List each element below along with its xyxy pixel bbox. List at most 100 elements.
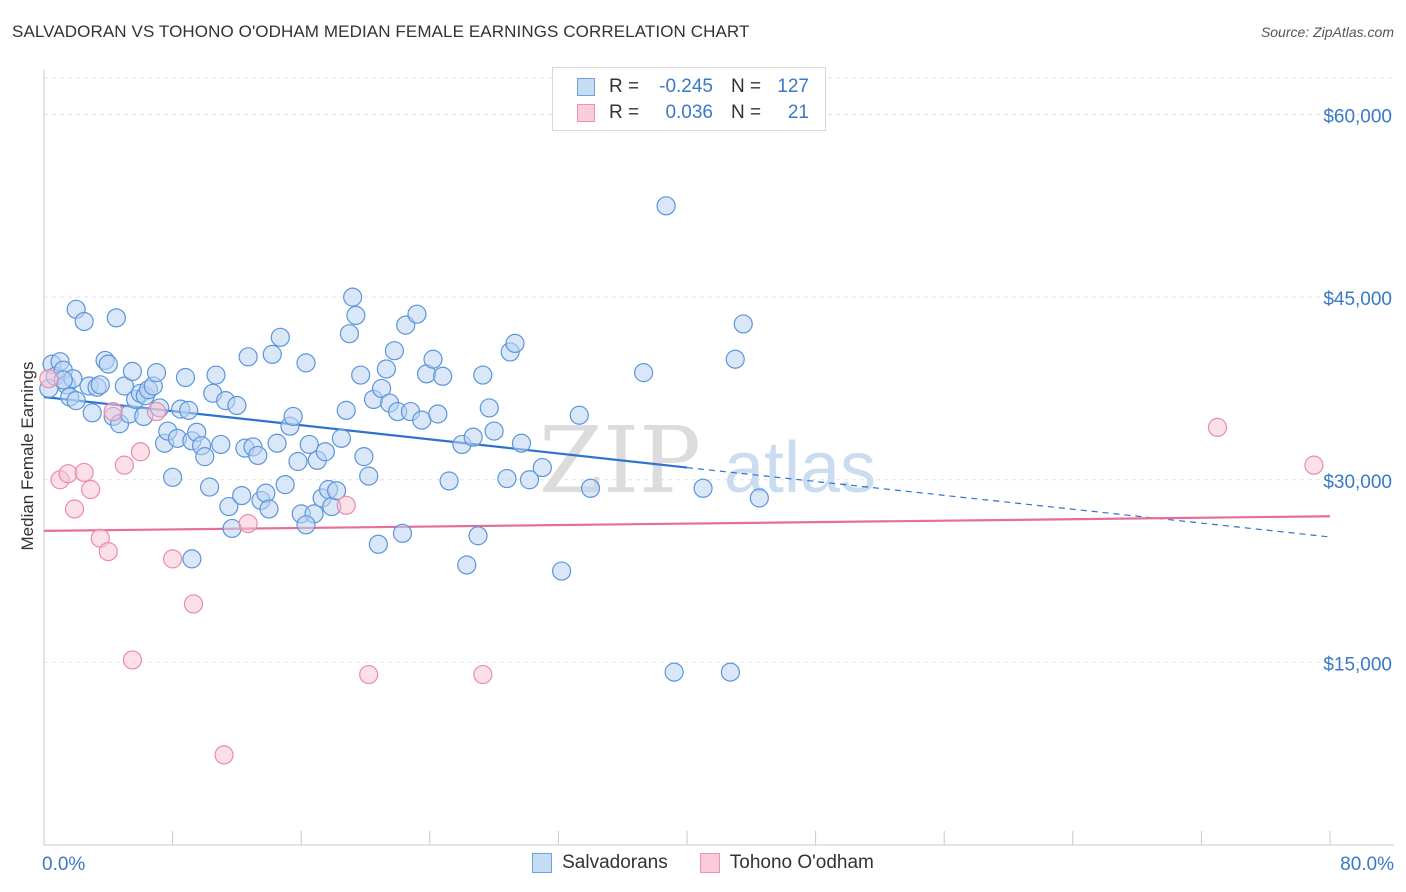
- y-tick-label: $30,000: [1323, 472, 1392, 493]
- point-salvadoran: [275, 475, 295, 495]
- point-salvadoran: [222, 518, 242, 539]
- legend-r-label: R =: [609, 102, 640, 123]
- point-salvadoran: [463, 427, 483, 447]
- point-salvadoran: [74, 311, 94, 332]
- point-salvadoran: [339, 324, 360, 344]
- legend-r-value: 0.036: [665, 102, 713, 123]
- point-salvadoran: [368, 534, 388, 554]
- point-salvadoran: [336, 400, 356, 420]
- trend-line-tohono: [43, 515, 1331, 532]
- legend-n-value: 21: [787, 102, 809, 123]
- y-tick-label: $60,000: [1323, 107, 1392, 128]
- point-salvadoran: [256, 483, 276, 503]
- point-salvadoran: [343, 287, 363, 307]
- point-salvadoran: [693, 478, 713, 498]
- point-salvadoran: [412, 410, 432, 430]
- point-salvadoran: [259, 499, 279, 519]
- point-salvadoran: [468, 526, 488, 546]
- point-salvadoran: [175, 367, 196, 388]
- point-salvadoran: [283, 406, 303, 427]
- point-salvadoran: [262, 344, 282, 364]
- legend-n-value: 127: [777, 76, 809, 97]
- point-salvadoran: [407, 304, 427, 324]
- point-salvadoran: [199, 477, 220, 497]
- trend-line-salvadorans-extension: [686, 466, 1331, 538]
- point-salvadoran: [296, 353, 316, 373]
- point-salvadoran: [211, 434, 231, 455]
- point-tohono: [183, 594, 204, 614]
- point-salvadoran: [195, 447, 215, 467]
- point-salvadoran: [505, 333, 525, 354]
- point-tohono: [1207, 417, 1228, 438]
- x-tick-label-start: 0.0%: [42, 854, 85, 875]
- point-salvadoran: [439, 471, 459, 491]
- legend-item-tohono[interactable]: Tohono O'odham: [699, 852, 874, 874]
- series-legend: Salvadorans Tohono O'odham: [0, 852, 1406, 874]
- point-tohono: [214, 745, 234, 765]
- point-tohono: [336, 495, 356, 515]
- point-salvadoran: [114, 376, 134, 396]
- point-salvadoran: [511, 433, 532, 453]
- point-salvadoran: [569, 405, 589, 425]
- point-tohono: [146, 401, 167, 422]
- point-salvadoran: [232, 485, 252, 506]
- point-tohono: [163, 549, 183, 569]
- point-salvadoran: [433, 366, 453, 386]
- point-salvadoran: [580, 478, 601, 498]
- point-salvadoran: [519, 470, 540, 490]
- point-salvadoran: [656, 196, 676, 216]
- watermark: ZIP atlas: [539, 407, 876, 514]
- point-salvadoran: [288, 451, 308, 472]
- point-tohono: [238, 513, 258, 534]
- correlation-legend: R = -0.245 N = 127 R = 0.036 N = 21: [552, 67, 826, 131]
- legend-row-tohono: R = 0.036 N = 21: [577, 101, 809, 125]
- point-salvadoran: [146, 363, 167, 383]
- y-tick-label: $15,000: [1323, 654, 1392, 675]
- point-salvadoran: [359, 466, 379, 486]
- point-salvadoran: [326, 481, 347, 501]
- y-tick-label: $45,000: [1323, 289, 1392, 310]
- point-salvadoran: [371, 378, 392, 399]
- point-salvadoran: [98, 354, 118, 374]
- point-salvadoran: [484, 421, 504, 441]
- point-salvadoran: [179, 400, 199, 420]
- legend-r-label: R =: [609, 76, 640, 97]
- point-salvadoran: [423, 349, 443, 369]
- grid-lines: [44, 77, 1394, 663]
- legend-n-label: N =: [731, 76, 762, 97]
- point-salvadoran: [749, 488, 769, 508]
- point-salvadoran: [479, 398, 499, 418]
- point-salvadoran: [106, 308, 126, 328]
- point-salvadoran: [354, 447, 374, 467]
- legend-swatch-blue: [532, 853, 553, 873]
- point-salvadoran: [248, 445, 268, 466]
- point-tohono: [64, 499, 85, 519]
- point-salvadoran: [122, 361, 143, 382]
- point-salvadoran: [720, 662, 741, 682]
- watermark-atlas: atlas: [724, 428, 876, 508]
- point-salvadoran: [296, 515, 316, 535]
- point-salvadoran: [299, 434, 319, 455]
- point-salvadoran: [733, 314, 753, 334]
- data-points: [39, 196, 1324, 765]
- point-salvadoran: [457, 555, 477, 575]
- point-salvadoran: [428, 404, 448, 424]
- point-salvadoran: [497, 468, 517, 489]
- point-salvadoran: [163, 467, 183, 487]
- point-salvadoran: [351, 365, 371, 385]
- legend-row-salvadorans: R = -0.245 N = 127: [577, 75, 809, 99]
- point-salvadoran: [664, 662, 684, 682]
- point-tohono: [130, 442, 151, 462]
- point-tohono: [122, 650, 143, 670]
- axes: [43, 70, 1394, 846]
- legend-label: Tohono O'odham: [729, 852, 874, 873]
- point-salvadoran: [315, 442, 335, 462]
- legend-item-salvadorans[interactable]: Salvadorans: [532, 852, 668, 874]
- point-salvadoran: [206, 365, 226, 385]
- point-tohono: [114, 455, 134, 475]
- point-salvadoran: [219, 496, 239, 517]
- point-salvadoran: [82, 403, 102, 423]
- point-tohono: [39, 369, 59, 389]
- point-salvadoran: [552, 561, 572, 581]
